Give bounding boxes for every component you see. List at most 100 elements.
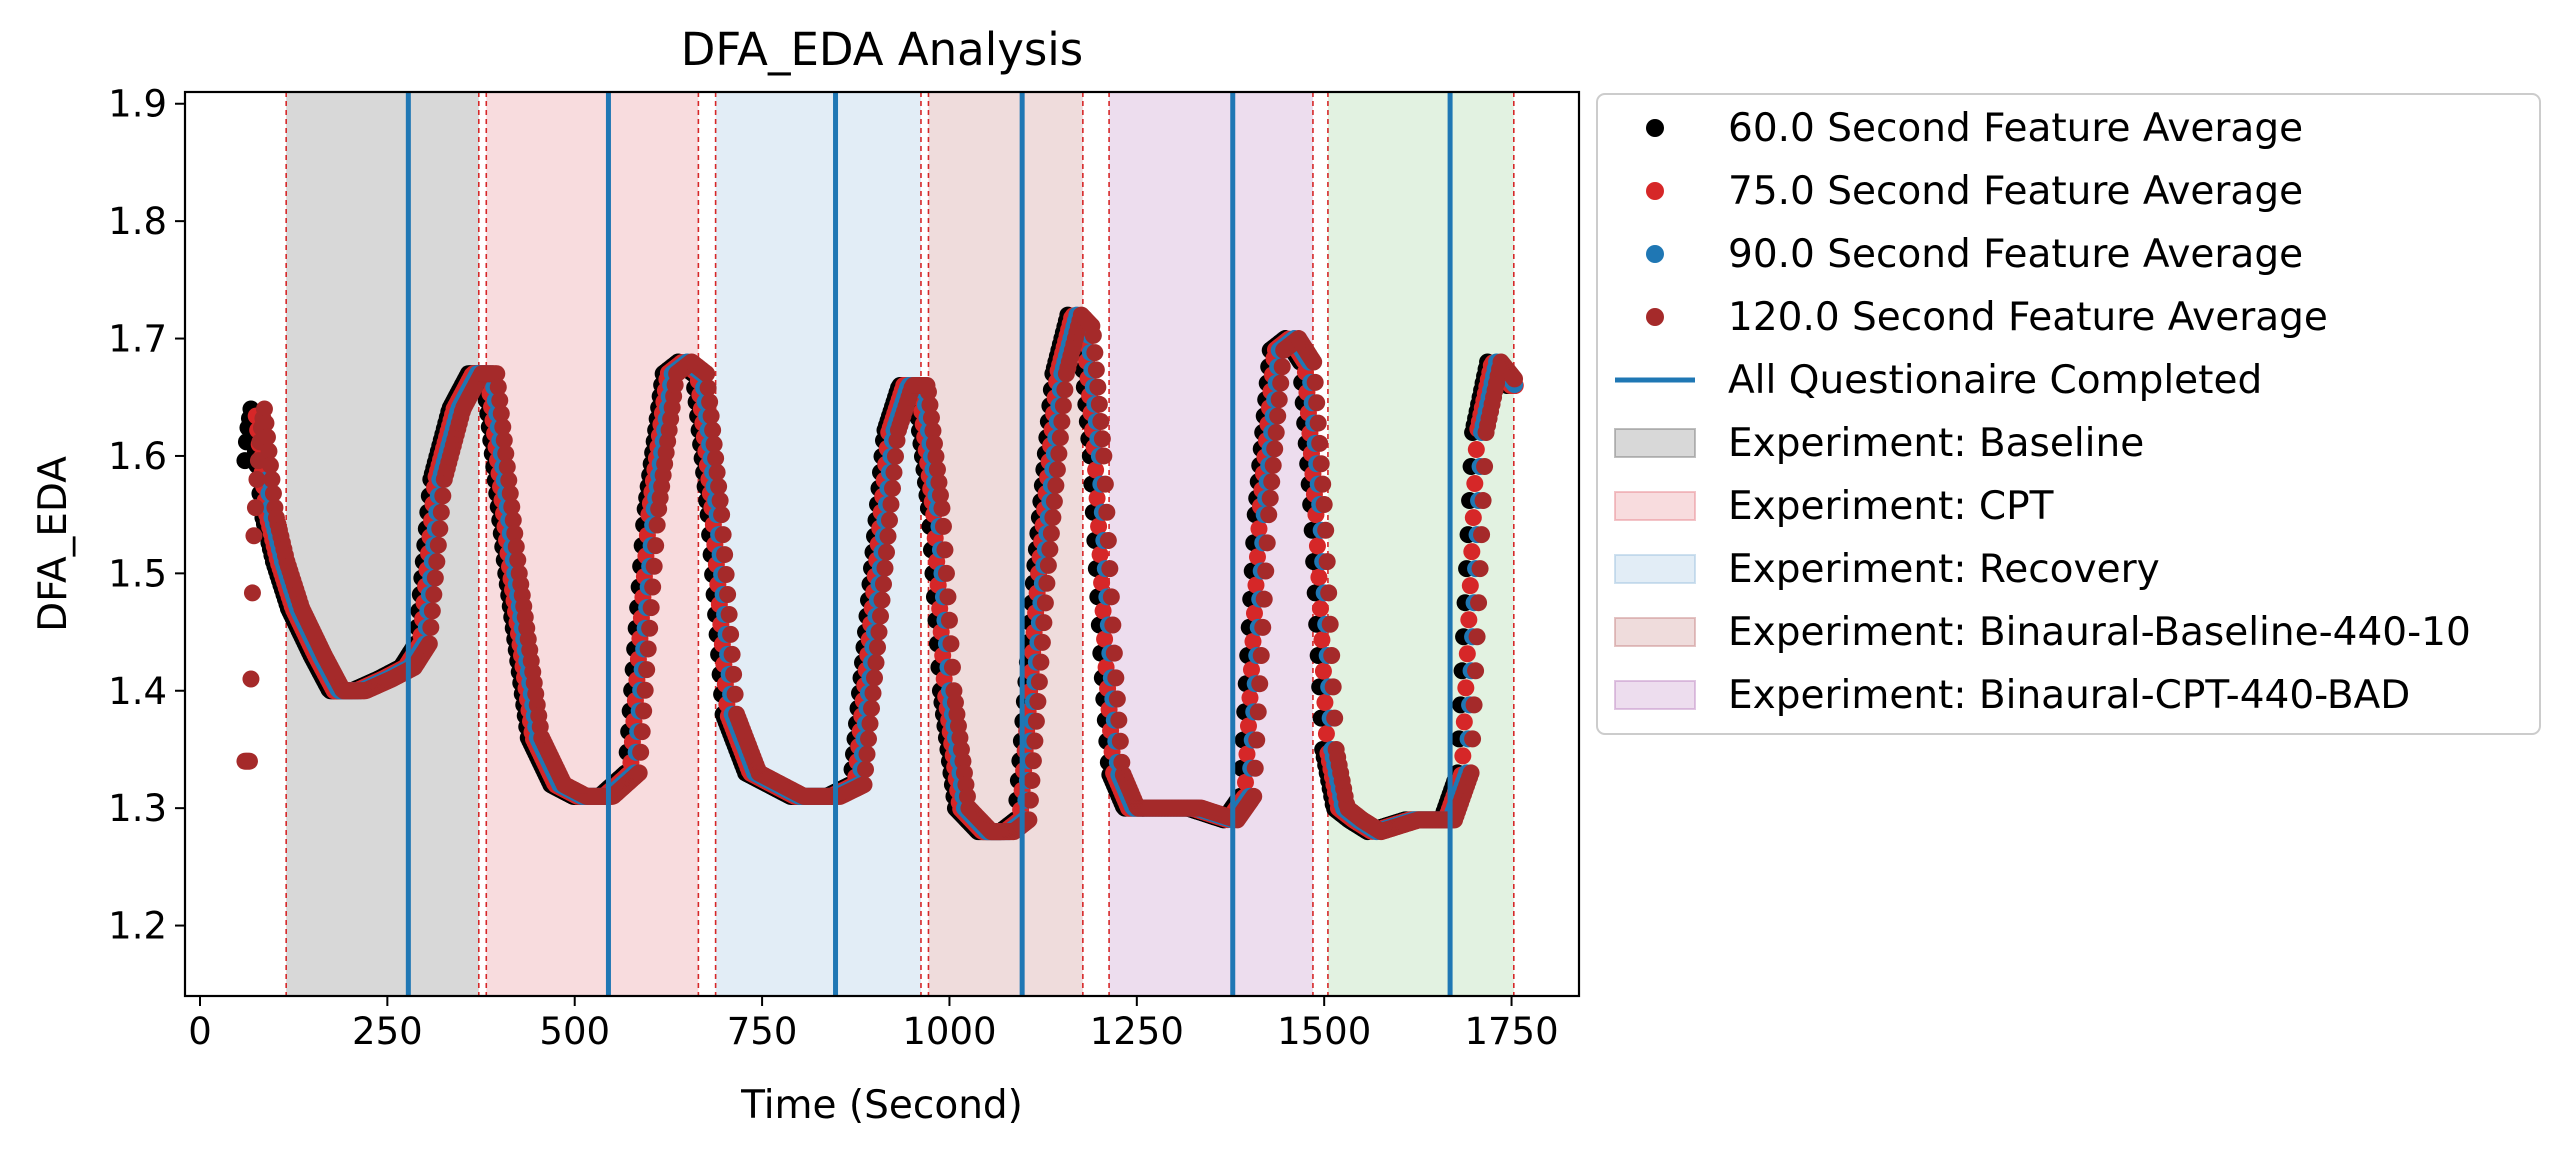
data-point <box>858 745 876 763</box>
data-point <box>494 418 512 436</box>
data-point <box>1474 492 1492 510</box>
data-point <box>1092 413 1110 431</box>
x-tick-label: 1000 <box>902 1010 996 1053</box>
data-point <box>1024 752 1042 770</box>
data-point <box>1045 493 1063 511</box>
data-point <box>860 730 878 748</box>
data-point <box>874 575 892 593</box>
data-point <box>1260 506 1278 524</box>
legend-label: 75.0 Second Feature Average <box>1728 169 2303 214</box>
phase-span-0 <box>286 92 479 996</box>
data-point <box>1250 520 1268 538</box>
legend-swatch <box>1614 428 1696 458</box>
data-point <box>1086 344 1104 362</box>
data-point <box>1473 526 1491 544</box>
data-point <box>425 585 443 603</box>
data-point <box>861 715 879 733</box>
data-point <box>434 487 452 505</box>
data-point <box>867 654 885 672</box>
data-point <box>943 658 961 676</box>
y-tick-label: 1.2 <box>108 905 167 948</box>
data-point <box>1248 548 1266 566</box>
legend-label: Experiment: Baseline <box>1728 421 2144 466</box>
data-point <box>1093 430 1111 448</box>
y-tick-label: 1.7 <box>108 318 167 361</box>
data-point <box>1266 440 1284 458</box>
data-point <box>1041 540 1059 558</box>
data-point <box>1471 560 1489 578</box>
phase-span-4 <box>1109 92 1313 996</box>
data-point <box>245 527 263 545</box>
legend-marker <box>1646 119 1664 137</box>
data-point <box>1056 381 1074 399</box>
data-point <box>501 485 519 503</box>
data-point <box>489 378 507 396</box>
data-point <box>1454 747 1472 765</box>
data-point <box>246 499 264 517</box>
data-point <box>1312 455 1330 473</box>
data-point <box>922 409 940 427</box>
legend-label: 120.0 Second Feature Average <box>1728 295 2328 340</box>
legend-swatch <box>1614 491 1696 521</box>
data-point <box>1096 475 1114 493</box>
data-point <box>1246 759 1264 777</box>
data-point <box>1309 414 1327 432</box>
data-point <box>1094 602 1112 620</box>
data-point <box>1087 361 1105 379</box>
data-point <box>1324 678 1342 696</box>
data-point <box>260 442 278 460</box>
legend-label: 60.0 Second Feature Average <box>1728 106 2303 151</box>
phase-span-3 <box>928 92 1083 996</box>
plot-frame <box>183 90 1581 998</box>
x-tick-label: 500 <box>539 1010 610 1053</box>
data-point <box>924 422 942 440</box>
data-point <box>1315 495 1333 513</box>
data-point <box>1021 791 1039 809</box>
data-point <box>1314 662 1332 680</box>
data-point <box>1317 725 1335 743</box>
data-point <box>1089 378 1107 396</box>
data-point <box>699 379 717 397</box>
data-point <box>931 486 949 504</box>
data-point <box>1320 584 1338 602</box>
data-point <box>1470 594 1488 612</box>
data-point <box>1093 574 1111 592</box>
data-point <box>1042 524 1060 542</box>
data-point <box>503 498 521 516</box>
data-point <box>426 569 444 587</box>
data-point <box>1036 594 1054 612</box>
data-point <box>1102 588 1120 606</box>
data-point <box>1035 614 1053 632</box>
data-point <box>1236 773 1254 791</box>
data-point <box>869 638 887 656</box>
data-point <box>1098 503 1116 521</box>
data-point <box>1263 473 1281 491</box>
data-point <box>1032 653 1050 671</box>
data-point <box>638 661 656 679</box>
data-point <box>1321 615 1339 633</box>
data-point <box>630 764 648 782</box>
data-point <box>855 776 873 794</box>
data-point <box>1054 397 1072 415</box>
x-tick-label: 0 <box>188 1010 212 1053</box>
data-point <box>263 470 281 488</box>
data-point <box>1254 618 1272 636</box>
data-point <box>1247 576 1265 594</box>
data-point <box>701 393 719 411</box>
data-point <box>864 684 882 702</box>
data-point <box>1238 745 1256 763</box>
data-point <box>1248 731 1266 749</box>
data-point <box>639 640 657 658</box>
data-point <box>1053 413 1071 431</box>
data-point <box>1108 690 1126 708</box>
data-point <box>872 607 890 625</box>
data-point <box>930 473 948 491</box>
data-point <box>495 431 513 449</box>
data-point <box>1270 391 1288 409</box>
data-point <box>497 445 515 463</box>
data-point <box>1311 434 1329 452</box>
data-point <box>500 471 518 489</box>
x-tick-label: 1250 <box>1090 1010 1184 1053</box>
data-point <box>705 435 723 453</box>
data-point <box>1272 374 1290 392</box>
